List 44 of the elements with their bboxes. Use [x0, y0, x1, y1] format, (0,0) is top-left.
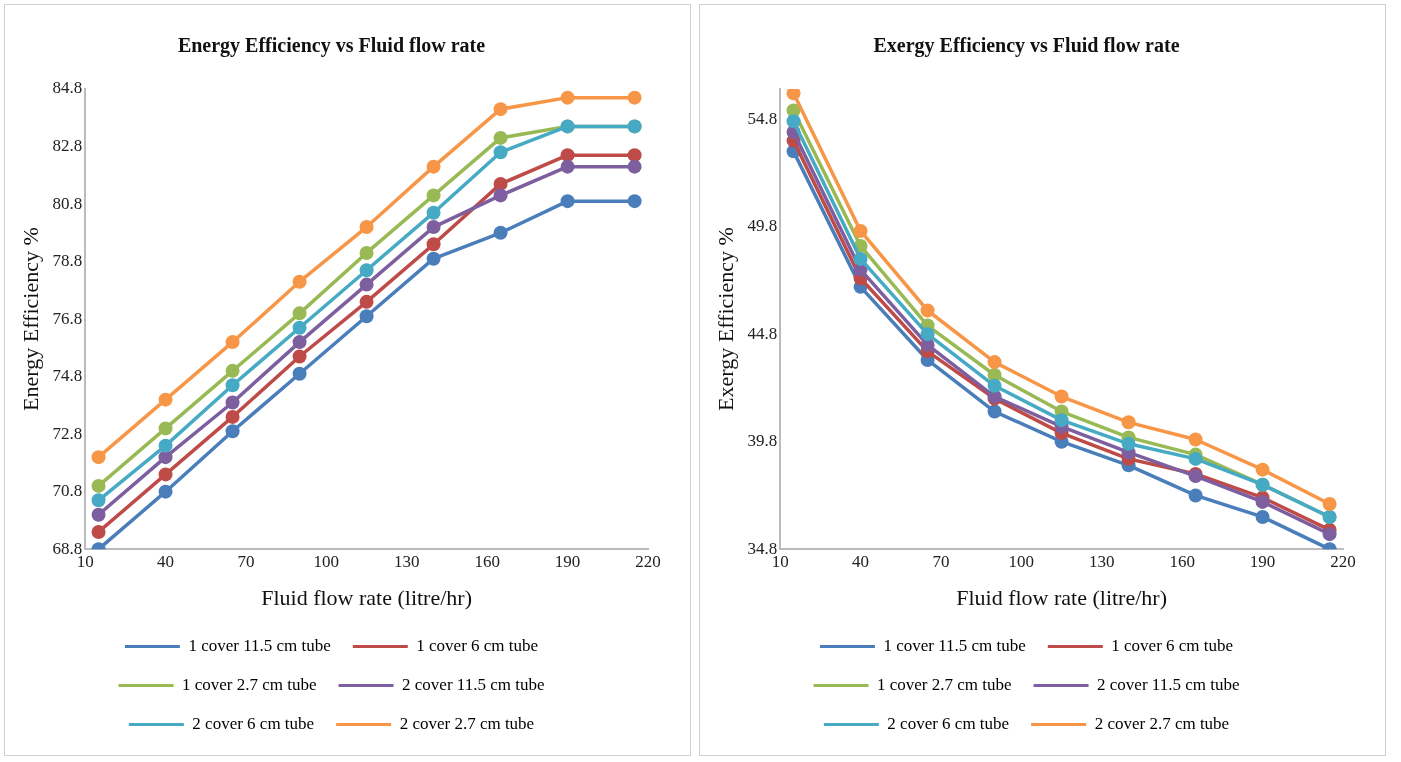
y-tick-label: 76.8 — [52, 308, 83, 328]
legend-label: 1 cover 6 cm tube — [416, 635, 539, 655]
y-axis-title: Energy Efficiency % — [17, 227, 43, 411]
x-tick-label: 70 — [237, 551, 255, 571]
legend-label: 2 cover 2.7 cm tube — [1094, 713, 1230, 733]
legend-label: 2 cover 11.5 cm tube — [402, 674, 545, 694]
legend-label: 1 cover 2.7 cm tube — [877, 674, 1012, 694]
x-tick-label: 220 — [635, 551, 661, 571]
x-tick-label: 160 — [1169, 551, 1195, 571]
x-axis-title: Fluid flow rate (litre/hr) — [956, 584, 1167, 610]
x-tick-label: 40 — [852, 551, 870, 571]
y-tick-label: 70.8 — [52, 481, 83, 501]
chart-title: Energy Efficiency vs Fluid flow rate — [177, 34, 486, 58]
x-tick-label: 220 — [1330, 551, 1356, 571]
y-tick-label: 74.8 — [52, 366, 83, 386]
legend-label: 1 cover 11.5 cm tube — [883, 635, 1026, 655]
legend-label: 2 cover 6 cm tube — [887, 713, 1010, 733]
y-tick-label: 49.8 — [747, 216, 778, 236]
x-axis-title: Fluid flow rate (litre/hr) — [261, 584, 472, 610]
y-tick-label: 78.8 — [52, 251, 83, 271]
y-tick-label: 80.8 — [52, 193, 83, 213]
x-tick-label: 70 — [932, 551, 950, 571]
x-tick-label: 190 — [554, 551, 581, 571]
x-tick-label: 40 — [157, 551, 175, 571]
chart-title: Exergy Efficiency vs Fluid flow rate — [873, 34, 1180, 58]
x-tick-label: 130 — [1089, 551, 1115, 571]
y-tick-label: 84.8 — [52, 78, 83, 98]
legend-label: 2 cover 2.7 cm tube — [399, 713, 535, 733]
x-tick-label: 100 — [1008, 551, 1035, 571]
x-tick-label: 130 — [394, 551, 420, 571]
y-axis-title: Exergy Efficiency % — [712, 227, 738, 411]
y-tick-label: 82.8 — [52, 135, 83, 155]
legend-label: 2 cover 6 cm tube — [192, 713, 315, 733]
legend-label: 1 cover 6 cm tube — [1111, 635, 1234, 655]
x-tick-label: 190 — [1249, 551, 1276, 571]
legend-label: 2 cover 11.5 cm tube — [1097, 674, 1240, 694]
x-tick-label: 100 — [313, 551, 340, 571]
y-tick-label: 44.8 — [747, 323, 778, 343]
y-tick-label: 54.8 — [747, 108, 778, 128]
x-tick-label: 160 — [474, 551, 500, 571]
legend-label: 1 cover 2.7 cm tube — [182, 674, 317, 694]
y-tick-label: 39.8 — [747, 431, 778, 451]
y-tick-label: 72.8 — [52, 423, 83, 443]
legend-label: 1 cover 11.5 cm tube — [188, 635, 331, 655]
